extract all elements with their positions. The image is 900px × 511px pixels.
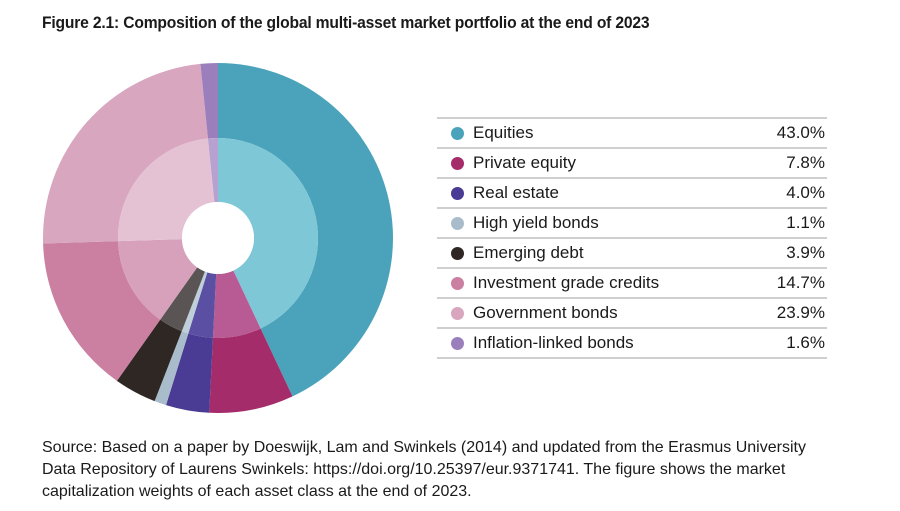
slice-outer-government-bonds bbox=[43, 63, 208, 244]
slice-inner-investment-grade-credits bbox=[118, 239, 198, 320]
slice-outer-high-yield-bonds bbox=[154, 331, 189, 406]
legend-value: 3.9% bbox=[786, 243, 825, 262]
slice-inner-equities bbox=[218, 138, 318, 329]
donut-chart bbox=[43, 63, 393, 413]
legend-item-investment-grade-credits: Investment grade credits 14.7% bbox=[437, 269, 827, 299]
legend-swatch bbox=[451, 156, 464, 170]
legend-value: 1.6% bbox=[786, 333, 825, 352]
legend-value: 1.1% bbox=[786, 213, 825, 232]
donut-hole bbox=[182, 202, 254, 274]
legend-swatch bbox=[451, 126, 464, 140]
legend-label: Inflation-linked bonds bbox=[473, 333, 634, 352]
legend-label: Real estate bbox=[473, 183, 559, 202]
legend-swatch bbox=[451, 306, 464, 320]
slice-outer-private-equity bbox=[209, 328, 293, 413]
legend-swatch bbox=[451, 216, 464, 230]
legend-label: Emerging debt bbox=[473, 243, 584, 262]
legend-item-emerging-debt: Emerging debt 3.9% bbox=[437, 239, 827, 269]
slice-inner-inflation-linked-bonds bbox=[207, 138, 218, 203]
legend-label: Government bonds bbox=[473, 303, 618, 322]
legend-value: 23.9% bbox=[776, 303, 825, 322]
slice-outer-investment-grade-credits bbox=[43, 241, 161, 381]
legend-label: Investment grade credits bbox=[473, 273, 660, 292]
slice-inner-real-estate bbox=[188, 272, 217, 338]
legend-label: Equities bbox=[473, 123, 534, 142]
slice-outer-emerging-debt bbox=[116, 319, 182, 402]
legend-label: High yield bonds bbox=[473, 213, 599, 232]
source-note: Source: Based on a paper by Doeswijk, La… bbox=[42, 439, 806, 500]
slice-inner-emerging-debt bbox=[160, 267, 205, 332]
legend-label: Private equity bbox=[473, 153, 576, 172]
legend-swatch bbox=[451, 336, 464, 350]
legend-swatch bbox=[451, 276, 464, 290]
legend-value: 43.0% bbox=[776, 123, 825, 142]
slice-outer-equities bbox=[218, 63, 393, 397]
legend-item-equities: Equities 43.0% bbox=[437, 119, 827, 149]
chart-title: Figure 2.1: Composition of the global mu… bbox=[42, 13, 650, 32]
legend-item-government-bonds: Government bonds 23.9% bbox=[437, 299, 827, 329]
slice-outer-inflation-linked-bonds bbox=[200, 63, 218, 139]
slice-inner-private-equity bbox=[212, 270, 261, 338]
slice-outer-real-estate bbox=[166, 333, 213, 413]
legend-item-private-equity: Private equity 7.8% bbox=[437, 149, 827, 179]
legend-value: 7.8% bbox=[786, 153, 825, 172]
legend-value: 4.0% bbox=[786, 183, 825, 202]
legend-item-inflation-linked-bonds: Inflation-linked bonds 1.6% bbox=[437, 329, 827, 359]
legend-item-high-yield-bonds: High yield bonds 1.1% bbox=[437, 209, 827, 239]
legend-item-real-estate: Real estate 4.0% bbox=[437, 179, 827, 209]
legend-swatch bbox=[451, 246, 464, 260]
legend-swatch bbox=[451, 186, 464, 200]
slice-inner-government-bonds bbox=[118, 138, 215, 242]
legend: Equities 43.0% Private equity 7.8% Real esta… bbox=[437, 117, 827, 359]
slice-inner-high-yield-bonds bbox=[181, 271, 208, 334]
legend-value: 14.7% bbox=[776, 273, 825, 292]
